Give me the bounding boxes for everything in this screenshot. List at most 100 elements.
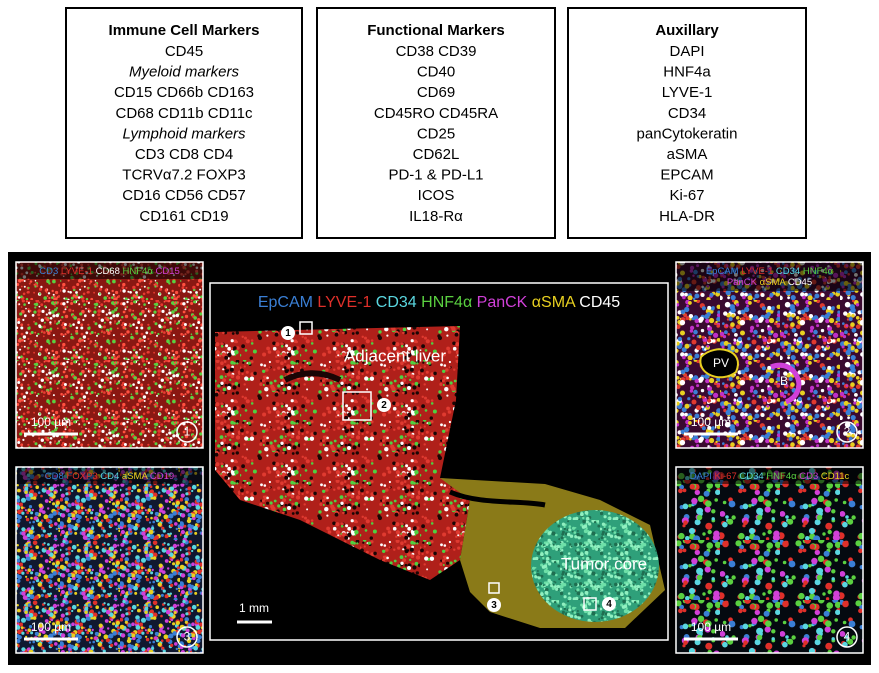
- marker-line: CD161 CD19: [139, 208, 228, 225]
- channel-name: CD4: [100, 471, 122, 482]
- marker-line: CD45RO CD45RA: [374, 105, 498, 122]
- marker-line: ICOS: [418, 187, 455, 204]
- inset-badge: [836, 626, 858, 648]
- channel-name: EpCAM: [258, 294, 318, 311]
- channel-name: αSMA: [760, 277, 788, 288]
- scale-label: 100 µm: [691, 620, 731, 634]
- structure-label: B: [780, 374, 788, 388]
- roi-box: [299, 321, 313, 335]
- channel-name: FOXP3: [66, 471, 100, 482]
- roi-number: 1: [285, 328, 291, 339]
- marker-line: HLA-DR: [659, 208, 715, 225]
- channel-name: Ki-67: [715, 471, 740, 482]
- marker-line: CD38 CD39: [396, 43, 477, 60]
- channel-name: aSMA: [122, 471, 150, 482]
- marker-line: CD34: [668, 105, 706, 122]
- channel-name: PanCK: [727, 277, 760, 288]
- channel-name: CD8: [45, 471, 67, 482]
- structure-label: PV: [713, 356, 729, 370]
- channel-name: PanCK: [477, 294, 532, 311]
- channel-name: CD68: [96, 266, 123, 277]
- channel-name: DAPI: [690, 471, 715, 482]
- roi-badge: [281, 326, 295, 340]
- channel-legend: DAPI Ki-67 CD34 HNF4α CD3 CD11c: [690, 471, 850, 482]
- marker-line: aSMA: [667, 146, 708, 163]
- inset-number: 1: [184, 425, 191, 439]
- box-title: Immune Cell Markers: [109, 22, 260, 39]
- inset-number: 2: [844, 425, 851, 439]
- inset-badge: [176, 421, 198, 443]
- channel-name: HNF4α: [421, 294, 476, 311]
- marker-line: CD40: [417, 64, 455, 81]
- inset-image: [15, 261, 204, 449]
- channel-name: CD45: [579, 294, 620, 311]
- channel-name: EpCAM: [706, 266, 741, 277]
- channel-name: HNF4α: [803, 266, 834, 277]
- channel-name: CD3: [799, 471, 821, 482]
- marker-line: LYVE-1: [662, 84, 713, 101]
- marker-box: [65, 7, 303, 239]
- box-title: Functional Markers: [367, 22, 505, 39]
- marker-line: TCRVα7.2 FOXP3: [122, 167, 245, 184]
- marker-line: EPCAM: [660, 167, 713, 184]
- channel-name: CD11c: [821, 471, 850, 482]
- channel-name: CD15: [155, 266, 179, 277]
- channel-name: LYVE-1: [61, 266, 96, 277]
- channel-legend: CD8 FOXP3 CD4 aSMA CD19: [45, 471, 174, 482]
- channel-name: LYVE-1: [741, 266, 776, 277]
- scale-label: 100 µm: [31, 415, 71, 429]
- channel-legend: PanCK αSMA CD45: [727, 277, 812, 288]
- tumor-core: [531, 510, 659, 622]
- channel-name: CD19: [150, 471, 174, 482]
- scale-label: 1 mm: [239, 601, 269, 615]
- marker-line: CD69: [417, 84, 455, 101]
- channel-name: CD45: [788, 277, 812, 288]
- marker-line: CD16 CD56 CD57: [122, 187, 245, 204]
- roi-number: 2: [381, 400, 387, 411]
- channel-name: CD34: [739, 471, 766, 482]
- liver-tissue: [215, 326, 520, 580]
- marker-box: [567, 7, 807, 239]
- marker-line: Ki-67: [669, 187, 704, 204]
- roi-number: 4: [606, 599, 612, 610]
- roi-badge: [487, 598, 501, 612]
- inset-image: [675, 466, 864, 654]
- channel-legend: CD3 LYVE-1 CD68 HNF4α CD15: [39, 266, 180, 277]
- legend-backdrop: [677, 263, 862, 291]
- roi-badge: [602, 597, 616, 611]
- inset-badge: [176, 626, 198, 648]
- marker-line: PD-1 & PD-L1: [388, 167, 483, 184]
- marker-line: HNF4a: [663, 64, 711, 81]
- legend-backdrop: [17, 263, 202, 279]
- channel-name: CD34: [376, 294, 421, 311]
- marker-line: CD68 CD11b CD11c: [116, 105, 253, 122]
- channel-name: αSMA: [532, 294, 579, 311]
- legend-backdrop: [17, 468, 202, 484]
- scale-label: 100 µm: [31, 620, 71, 634]
- vessel-outline: [699, 348, 739, 379]
- roi-box: [342, 391, 372, 421]
- section-heading: Lymphoid markers: [122, 125, 246, 142]
- region-label: Adjacent liver: [344, 346, 446, 365]
- inset-image: [15, 466, 204, 654]
- marker-line: DAPI: [669, 43, 704, 60]
- marker-line: CD45: [165, 43, 203, 60]
- legend-backdrop: [677, 468, 862, 484]
- roi-box: [583, 597, 597, 611]
- channel-name: LYVE-1: [317, 294, 375, 311]
- tissue-crack: [449, 489, 546, 508]
- channel-legend: EpCAM LYVE-1 CD34 HNF4α: [706, 266, 834, 277]
- inset-number: 3: [184, 630, 191, 644]
- channel-legend: EpCAM LYVE-1 CD34 HNF4α PanCK αSMA CD45: [258, 294, 620, 311]
- marker-line: IL18-Rα: [409, 208, 463, 225]
- section-heading: Myeloid markers: [129, 64, 240, 81]
- channel-name: CD34: [776, 266, 803, 277]
- roi-number: 3: [491, 600, 497, 611]
- vessel: [283, 370, 342, 383]
- marker-line: CD25: [417, 125, 455, 142]
- channel-name: HNF4α: [766, 471, 799, 482]
- roi-box: [488, 582, 500, 594]
- roi-badge: [377, 398, 391, 412]
- marker-line: panCytokeratin: [637, 125, 738, 142]
